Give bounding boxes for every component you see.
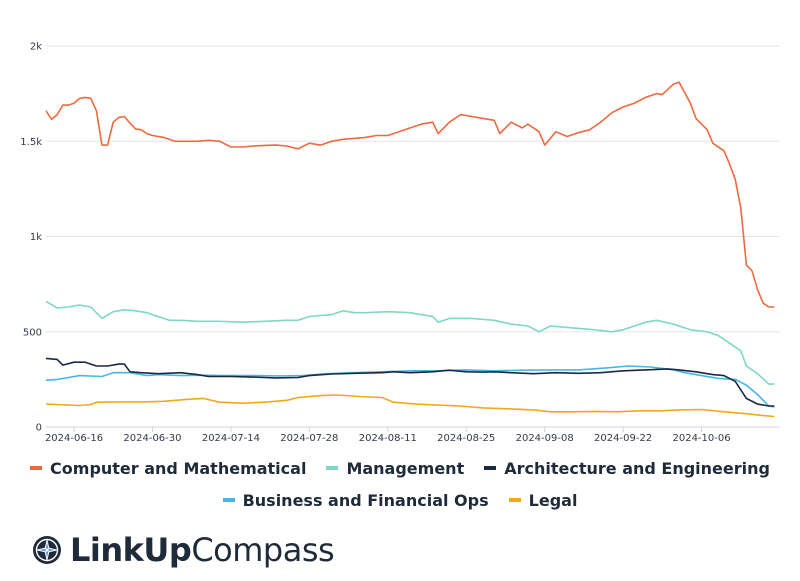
legend-swatch [508, 498, 521, 502]
y-tick-label: 1k [30, 232, 42, 243]
legend-row: Computer and Mathematical Management Arc… [0, 452, 800, 484]
legend-label: Architecture and Engineering [504, 458, 770, 478]
legend-label: Business and Financial Ops [242, 490, 489, 510]
line-chart: 0 500 1k 1.5k 2k 2024-06-16 2024-06-30 2024-07-… [20, 42, 780, 444]
x-tick-label: 2024-06-16 [45, 433, 103, 444]
y-tick-label: 2k [30, 42, 42, 53]
brand-name-bold: LinkUp [70, 531, 192, 569]
legend-label: Legal [528, 490, 578, 510]
legend-item-computer[interactable]: Computer and Mathematical [30, 459, 306, 478]
x-tick-label: 2024-10-06 [672, 433, 730, 444]
legend-row: Business and Financial Ops Legal [0, 484, 800, 516]
legend-label: Management [346, 458, 465, 478]
brand-name-light: Compass [191, 531, 335, 569]
y-tick-label: 0 [36, 423, 42, 434]
legend-item-architecture[interactable]: Architecture and Engineering [484, 459, 770, 478]
series-line-computer-and-mathematical [45, 81, 775, 308]
brand-logo: LinkUpCompass [32, 528, 335, 572]
x-tick-label: 2024-08-25 [437, 433, 495, 444]
series-line-business-and-financial-ops [45, 365, 775, 408]
legend-item-management[interactable]: Management [326, 459, 464, 478]
series-line-architecture-and-engineering [45, 357, 775, 407]
brand-name: LinkUpCompass [70, 531, 335, 569]
compass-star-icon [33, 536, 61, 564]
legend-item-business[interactable]: Business and Financial Ops [222, 490, 489, 510]
legend-swatch [484, 466, 497, 470]
series-line-legal [45, 394, 775, 418]
y-tick-label: 500 [23, 327, 42, 338]
legend-item-legal[interactable]: Legal [508, 490, 578, 510]
x-tick-label: 2024-07-14 [202, 433, 260, 444]
legend-swatch [222, 498, 235, 502]
legend-swatch [30, 466, 43, 470]
series-line-management [45, 300, 775, 385]
chart-legend: Computer and Mathematical Management Arc… [0, 452, 800, 516]
x-tick-label: 2024-09-22 [594, 433, 652, 444]
x-tick-label: 2024-08-11 [359, 433, 417, 444]
legend-swatch [326, 466, 339, 470]
x-tick-label: 2024-09-08 [516, 433, 574, 444]
x-tick-label: 2024-06-30 [123, 433, 181, 444]
legend-label: Computer and Mathematical [50, 458, 307, 478]
y-tick-label: 1.5k [20, 137, 42, 148]
x-tick-label: 2024-07-28 [280, 433, 338, 444]
